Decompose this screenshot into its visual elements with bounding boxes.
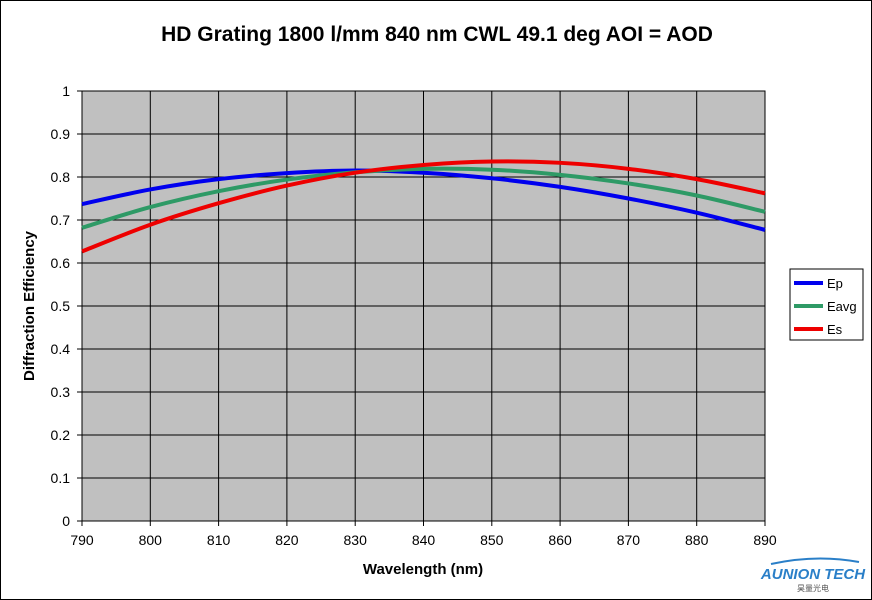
legend-label-eavg: Eavg [827, 299, 857, 314]
y-tick-label: 0.9 [51, 126, 71, 142]
watermark-logo: AUNION TECH 昊量光电 [760, 557, 866, 593]
y-axis-ticks: 0 0.1 0.2 0.3 0.4 0.5 0.6 0.7 0.8 0.9 1 [51, 83, 82, 529]
x-tick-label: 800 [139, 532, 163, 548]
x-tick-label: 840 [412, 532, 436, 548]
x-axis-ticks: 790 800 810 820 830 840 850 860 870 880 890 [70, 521, 777, 548]
x-tick-label: 890 [753, 532, 777, 548]
y-tick-label: 0.5 [51, 298, 71, 314]
series-line-eavg [81, 166, 766, 230]
x-tick-label: 820 [275, 532, 299, 548]
x-tick-label: 830 [344, 532, 368, 548]
y-tick-label: 1 [62, 83, 70, 99]
x-tick-label: 790 [70, 532, 94, 548]
series-line-es [81, 159, 766, 254]
y-tick-label: 0.8 [51, 169, 71, 185]
chart-title: HD Grating 1800 l/mm 840 nm CWL 49.1 deg… [161, 23, 713, 46]
series-line-ep [81, 168, 766, 232]
gridlines [82, 91, 765, 521]
y-tick-label: 0.1 [51, 470, 71, 486]
legend-label-es: Es [827, 322, 843, 337]
y-tick-label: 0.2 [51, 427, 71, 443]
watermark-brand: AUNION TECH [760, 566, 866, 583]
watermark-sub: 昊量光电 [797, 583, 829, 593]
x-tick-label: 870 [617, 532, 641, 548]
x-axis-title: Wavelength (nm) [363, 561, 483, 578]
legend: Ep Eavg Es [789, 268, 864, 341]
x-tick-label: 880 [685, 532, 709, 548]
y-tick-label: 0.6 [51, 255, 71, 271]
series-lines [81, 159, 766, 254]
x-tick-label: 810 [207, 532, 231, 548]
y-axis-title: Diffraction Efficiency [21, 230, 38, 381]
y-tick-label: 0.4 [51, 341, 71, 357]
legend-label-ep: Ep [827, 276, 843, 291]
y-tick-label: 0.7 [51, 212, 71, 228]
x-tick-label: 850 [480, 532, 504, 548]
watermark-swoosh-icon [770, 557, 860, 565]
y-tick-label: 0 [62, 513, 70, 529]
y-tick-label: 0.3 [51, 384, 71, 400]
x-tick-label: 860 [548, 532, 572, 548]
